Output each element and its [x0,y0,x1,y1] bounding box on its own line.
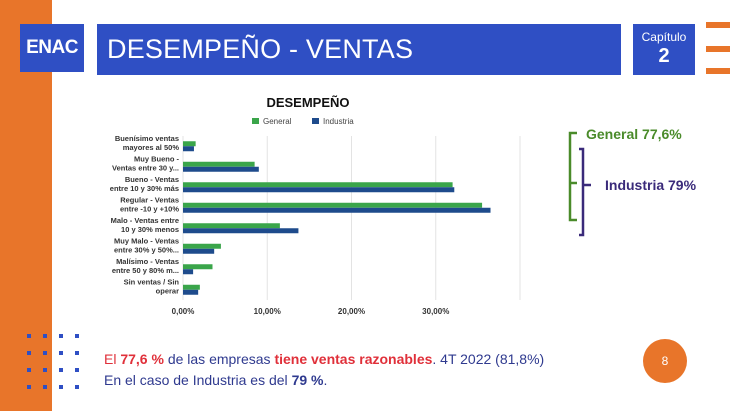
decor-stripe [706,46,730,52]
performance-bar-chart: DESEMPEÑO General Industria 0,00% 10,00% 20,0… [110,95,521,316]
category-label: Regular - Ventas [120,195,179,204]
category-label: Sin ventas / Sin [124,277,180,286]
page-title: DESEMPEÑO - VENTAS [107,34,414,64]
category-label: entre -10 y +10% [120,204,179,213]
summary-line-2: En el caso de Industria es del 79 %. [104,372,327,388]
bar-general [183,161,255,167]
decor-stripe [706,68,730,74]
category-label: Bueno - Ventas [125,175,179,184]
decor-stripe [706,22,730,28]
category-label: Muy Bueno - [134,154,179,163]
x-tick-label: 30,00% [422,307,449,316]
legend-label-general: General [263,117,292,126]
logo-text: ENAC [26,37,78,58]
bar-general [183,141,196,147]
summary-line-1: El 77,6 % de las empresas tiene ventas r… [104,351,544,367]
legend-label-industria: Industria [323,117,354,126]
category-label: Malo - Ventas entre [111,216,179,225]
bar-industria [183,228,299,234]
chapter-badge: Capítulo 2 [633,24,695,75]
legend-swatch-industria [312,118,319,124]
bar-general [183,264,213,270]
page-title-bar: DESEMPEÑO - VENTAS [97,24,621,75]
general-bracket [568,131,577,222]
summary-text: El [104,351,121,367]
summary-highlight: tiene ventas razonables [274,351,433,367]
category-label: entre 30% y 50%... [114,245,179,254]
x-tick-label: 10,00% [254,307,281,316]
bar-industria [183,269,194,275]
category-label: entre 10 y 30% más [110,184,179,193]
summary-highlight: 77,6 % [120,351,164,367]
summary-highlight: 79 % [291,372,324,388]
summary-text: . 4T 2022 (81,8%) [432,351,545,367]
category-label: Ventas entre 30 y... [112,163,179,172]
category-label: Malísimo - Ventas [116,257,179,266]
bar-general [183,223,280,229]
bar-industria [183,146,194,152]
x-tick-label: 20,00% [338,307,365,316]
industria-annotation: Industria 79% [605,177,697,193]
category-label: Muy Malo - Ventas [114,236,179,245]
bar-general [183,202,483,208]
decor-stripe [0,66,12,72]
decor-stripe [0,38,12,44]
x-tick-label: 0,00% [172,307,195,316]
decor-stripe [0,52,12,58]
bar-industria [183,248,215,254]
category-label: mayores al 50% [123,143,180,152]
annotation-brackets [568,131,591,237]
summary-text: de las empresas [163,351,275,367]
industria-bracket [579,147,585,237]
chapter-label: Capítulo [641,30,687,44]
page-number: 8 [661,354,669,368]
bar-industria [183,166,259,172]
category-label: entre 50 y 80% m... [112,266,179,275]
category-label: 10 y 30% menos [121,225,179,234]
page-number-badge: 8 [643,339,687,383]
summary-text: En el caso de Industria es del [104,372,292,388]
bar-general [183,182,453,188]
summary-text: . [323,372,328,388]
chapter-number: 2 [658,45,670,67]
bar-general [183,284,200,290]
general-annotation: General 77,6% [586,126,682,142]
legend-swatch-general [252,118,259,124]
bar-general [183,243,221,249]
category-label: Buenísimo ventas [115,134,179,143]
category-label: operar [156,286,179,295]
chart-title: DESEMPEÑO [266,95,349,110]
bar-industria [183,187,455,193]
bar-industria [183,207,491,213]
enac-logo: ENAC [20,24,84,72]
bar-industria [183,289,199,295]
decor-dot-grid [27,334,79,389]
